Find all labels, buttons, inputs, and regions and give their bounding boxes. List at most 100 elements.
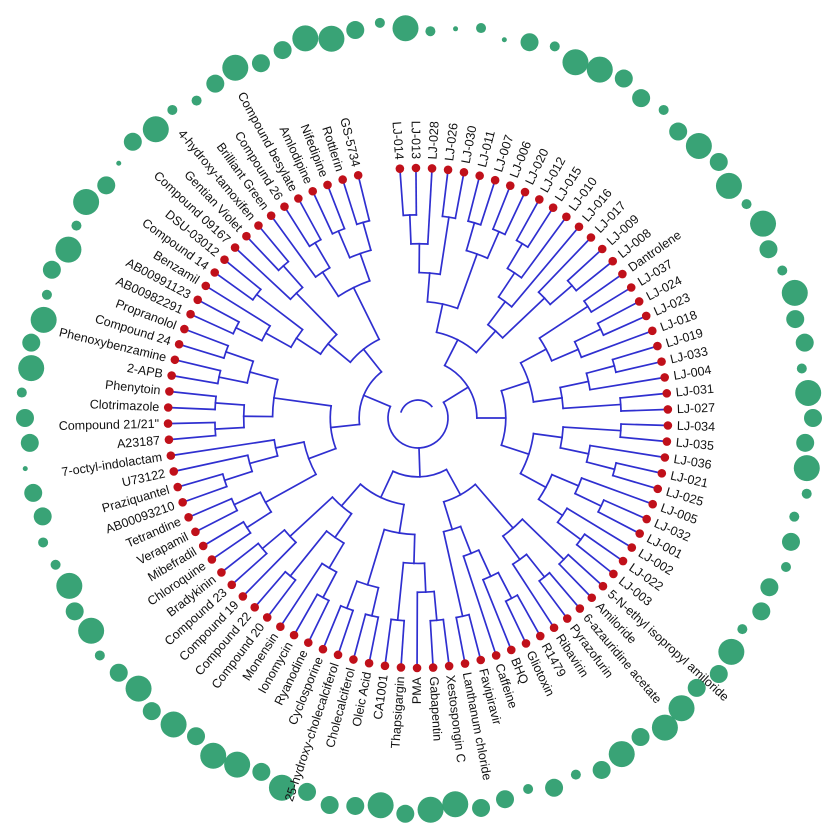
branch-segment-81 (532, 432, 564, 439)
leaf-markers (163, 163, 673, 673)
branch-arc-2 (443, 364, 478, 419)
branch-segment-260 (282, 264, 304, 289)
bubble-marker (16, 387, 27, 398)
leaf-dot (562, 212, 571, 222)
bubble-marker (224, 751, 251, 778)
leaf-dot (323, 180, 332, 190)
branch-segment-159 (384, 618, 393, 667)
leaf-label: LJ-013 (409, 121, 423, 159)
branch-segment-203 (202, 520, 245, 548)
bubble-marker (608, 741, 635, 768)
leaf-dot (170, 355, 180, 365)
bubble-marker (73, 188, 100, 215)
leaf-dot (178, 498, 187, 507)
bubble-marker (501, 37, 507, 43)
branch-segment-110 (418, 447, 421, 478)
branch-segment-255 (213, 271, 254, 301)
branch-arc-111 (391, 468, 448, 478)
branch-segment-263 (257, 224, 290, 263)
branch-segment-224 (168, 434, 217, 441)
branch-segment-40 (520, 215, 568, 279)
branch-segment-61 (573, 328, 602, 343)
branch-arc-249 (232, 320, 241, 335)
bubble-marker (631, 728, 650, 747)
branch-segment-190 (230, 552, 268, 586)
bubble-marker (24, 483, 43, 502)
bubble-marker (200, 742, 227, 769)
leaf-dot (641, 311, 651, 321)
leaf-dot (476, 655, 486, 665)
branch-arc-243 (319, 333, 338, 356)
branch-segment-15 (426, 167, 433, 245)
branch-segment-77 (619, 392, 668, 399)
branch-arc-254 (251, 288, 262, 301)
leaf-dot (364, 658, 374, 668)
branch-segment-169 (321, 604, 342, 651)
branch-segment-185 (288, 495, 334, 538)
branch-segment-239 (183, 327, 230, 347)
bubble-marker (33, 507, 52, 526)
leaf-dot (338, 175, 347, 184)
leaf-label: Phenytoin (104, 378, 161, 398)
branch-segment-238 (178, 343, 225, 360)
branch-segment-252 (204, 284, 272, 328)
branch-segment-181 (289, 529, 328, 578)
branch-segment-94 (519, 472, 548, 489)
branch-segment-34 (497, 271, 516, 299)
branch-segment-282 (357, 174, 371, 222)
leaf-label: Clotrimazole (90, 397, 160, 414)
leaf-dot (657, 357, 666, 366)
bubble-marker (97, 176, 116, 195)
branch-segment-105 (565, 507, 633, 549)
leaf-dot (491, 651, 501, 660)
branch-arc-113 (442, 483, 477, 503)
branch-segment-215 (176, 473, 224, 489)
branch-segment-176 (321, 570, 338, 599)
bubble-marker (737, 624, 748, 635)
leaf-dot (648, 326, 657, 336)
leaf-dot (597, 244, 607, 254)
branch-segment-119 (557, 562, 593, 599)
branch-segment-170 (340, 482, 362, 508)
branch-segment-42 (501, 296, 546, 340)
branch-segment-90 (585, 460, 616, 471)
branch-segment-194 (329, 423, 361, 429)
branch-segment-165 (352, 613, 367, 661)
bubble-marker (142, 116, 169, 143)
leaf-dot (475, 171, 484, 181)
branch-arc-247 (260, 324, 272, 342)
branch-segment-236 (224, 350, 255, 363)
bubble-marker (55, 236, 82, 263)
leaf-dot (657, 469, 667, 478)
bubble-marker (741, 199, 752, 210)
branch-arc-17 (441, 215, 457, 220)
leaf-label: 2-APB (126, 361, 164, 381)
leaf-dot (634, 297, 644, 306)
branch-arc-150 (416, 590, 436, 594)
branch-segment-68 (559, 380, 590, 389)
bubble-marker (346, 796, 365, 815)
leaf-dot (164, 435, 174, 444)
leaf-dot (411, 163, 421, 173)
leaf-label: LJ-026 (442, 122, 461, 162)
leaf-dot (230, 243, 240, 252)
bubble-marker (795, 333, 814, 352)
leaf-dot (238, 592, 248, 601)
branch-segment-26 (486, 230, 501, 260)
leaf-dot (250, 603, 260, 612)
branch-arc-132 (481, 571, 500, 581)
bubble-marker (586, 56, 613, 83)
branch-segment-183 (266, 578, 297, 619)
branch-segment-251 (196, 298, 241, 324)
leaf-dot (562, 614, 572, 623)
branch-arc-193 (358, 370, 383, 426)
branch-segment-138 (462, 555, 498, 657)
branch-arc-4 (435, 331, 478, 354)
leaf-dot (535, 195, 544, 204)
branch-segment-112 (445, 468, 462, 496)
leaf-dot (663, 421, 673, 430)
leaf-dot (395, 164, 405, 173)
leaf-dot (660, 453, 670, 462)
bubble-marker (109, 663, 128, 682)
leaf-dot (186, 309, 195, 319)
